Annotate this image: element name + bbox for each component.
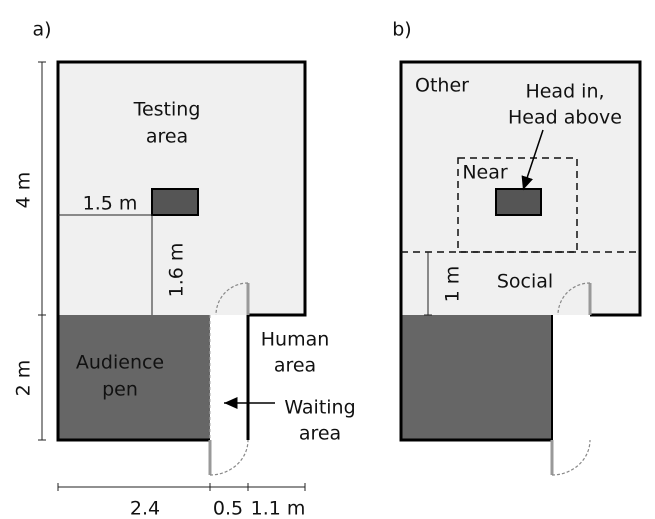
dimension-label: 1 m [442,266,464,303]
door-arc [215,282,249,316]
dimension-label: 1.1 m [251,498,306,519]
label: Human [261,329,330,351]
dimension-line [38,61,46,441]
dimension-label: 2.4 [130,498,160,519]
audience-pen [401,315,552,440]
door-arc [551,439,591,476]
panel-b: b) Other Head in, Head above Near Social… [392,19,642,476]
label: Audience [76,352,164,374]
dimension-line [424,252,432,316]
dimension-label: 2 m [13,360,35,397]
label: area [299,423,341,445]
audience-pen [58,315,210,440]
door-arc [209,439,249,476]
panel-label: b) [392,19,411,41]
near-zone [457,157,578,253]
walls [399,60,642,442]
door-arc [557,282,591,316]
dimension-label: 1.6 m [166,243,188,298]
apparatus [495,188,542,216]
label: Other [415,75,469,97]
label: Head above [508,107,622,129]
arrow [521,129,544,191]
dimension-label: 1.5 m [83,193,138,215]
label: area [274,355,316,377]
panel-a: a) Testing area Audience pen Human area … [13,19,356,519]
apparatus [151,188,199,216]
label: area [146,126,188,148]
label: Near [462,162,508,184]
dimension-label: 0.5 [213,498,243,519]
label: Head in, [525,81,604,103]
panel-label: a) [32,19,51,41]
label: Testing [133,99,201,121]
label: Social [497,271,553,293]
label: pen [102,379,138,401]
dimension-label: 4 m [13,172,35,209]
dimension-line [57,483,306,491]
label: Waiting [284,397,355,419]
